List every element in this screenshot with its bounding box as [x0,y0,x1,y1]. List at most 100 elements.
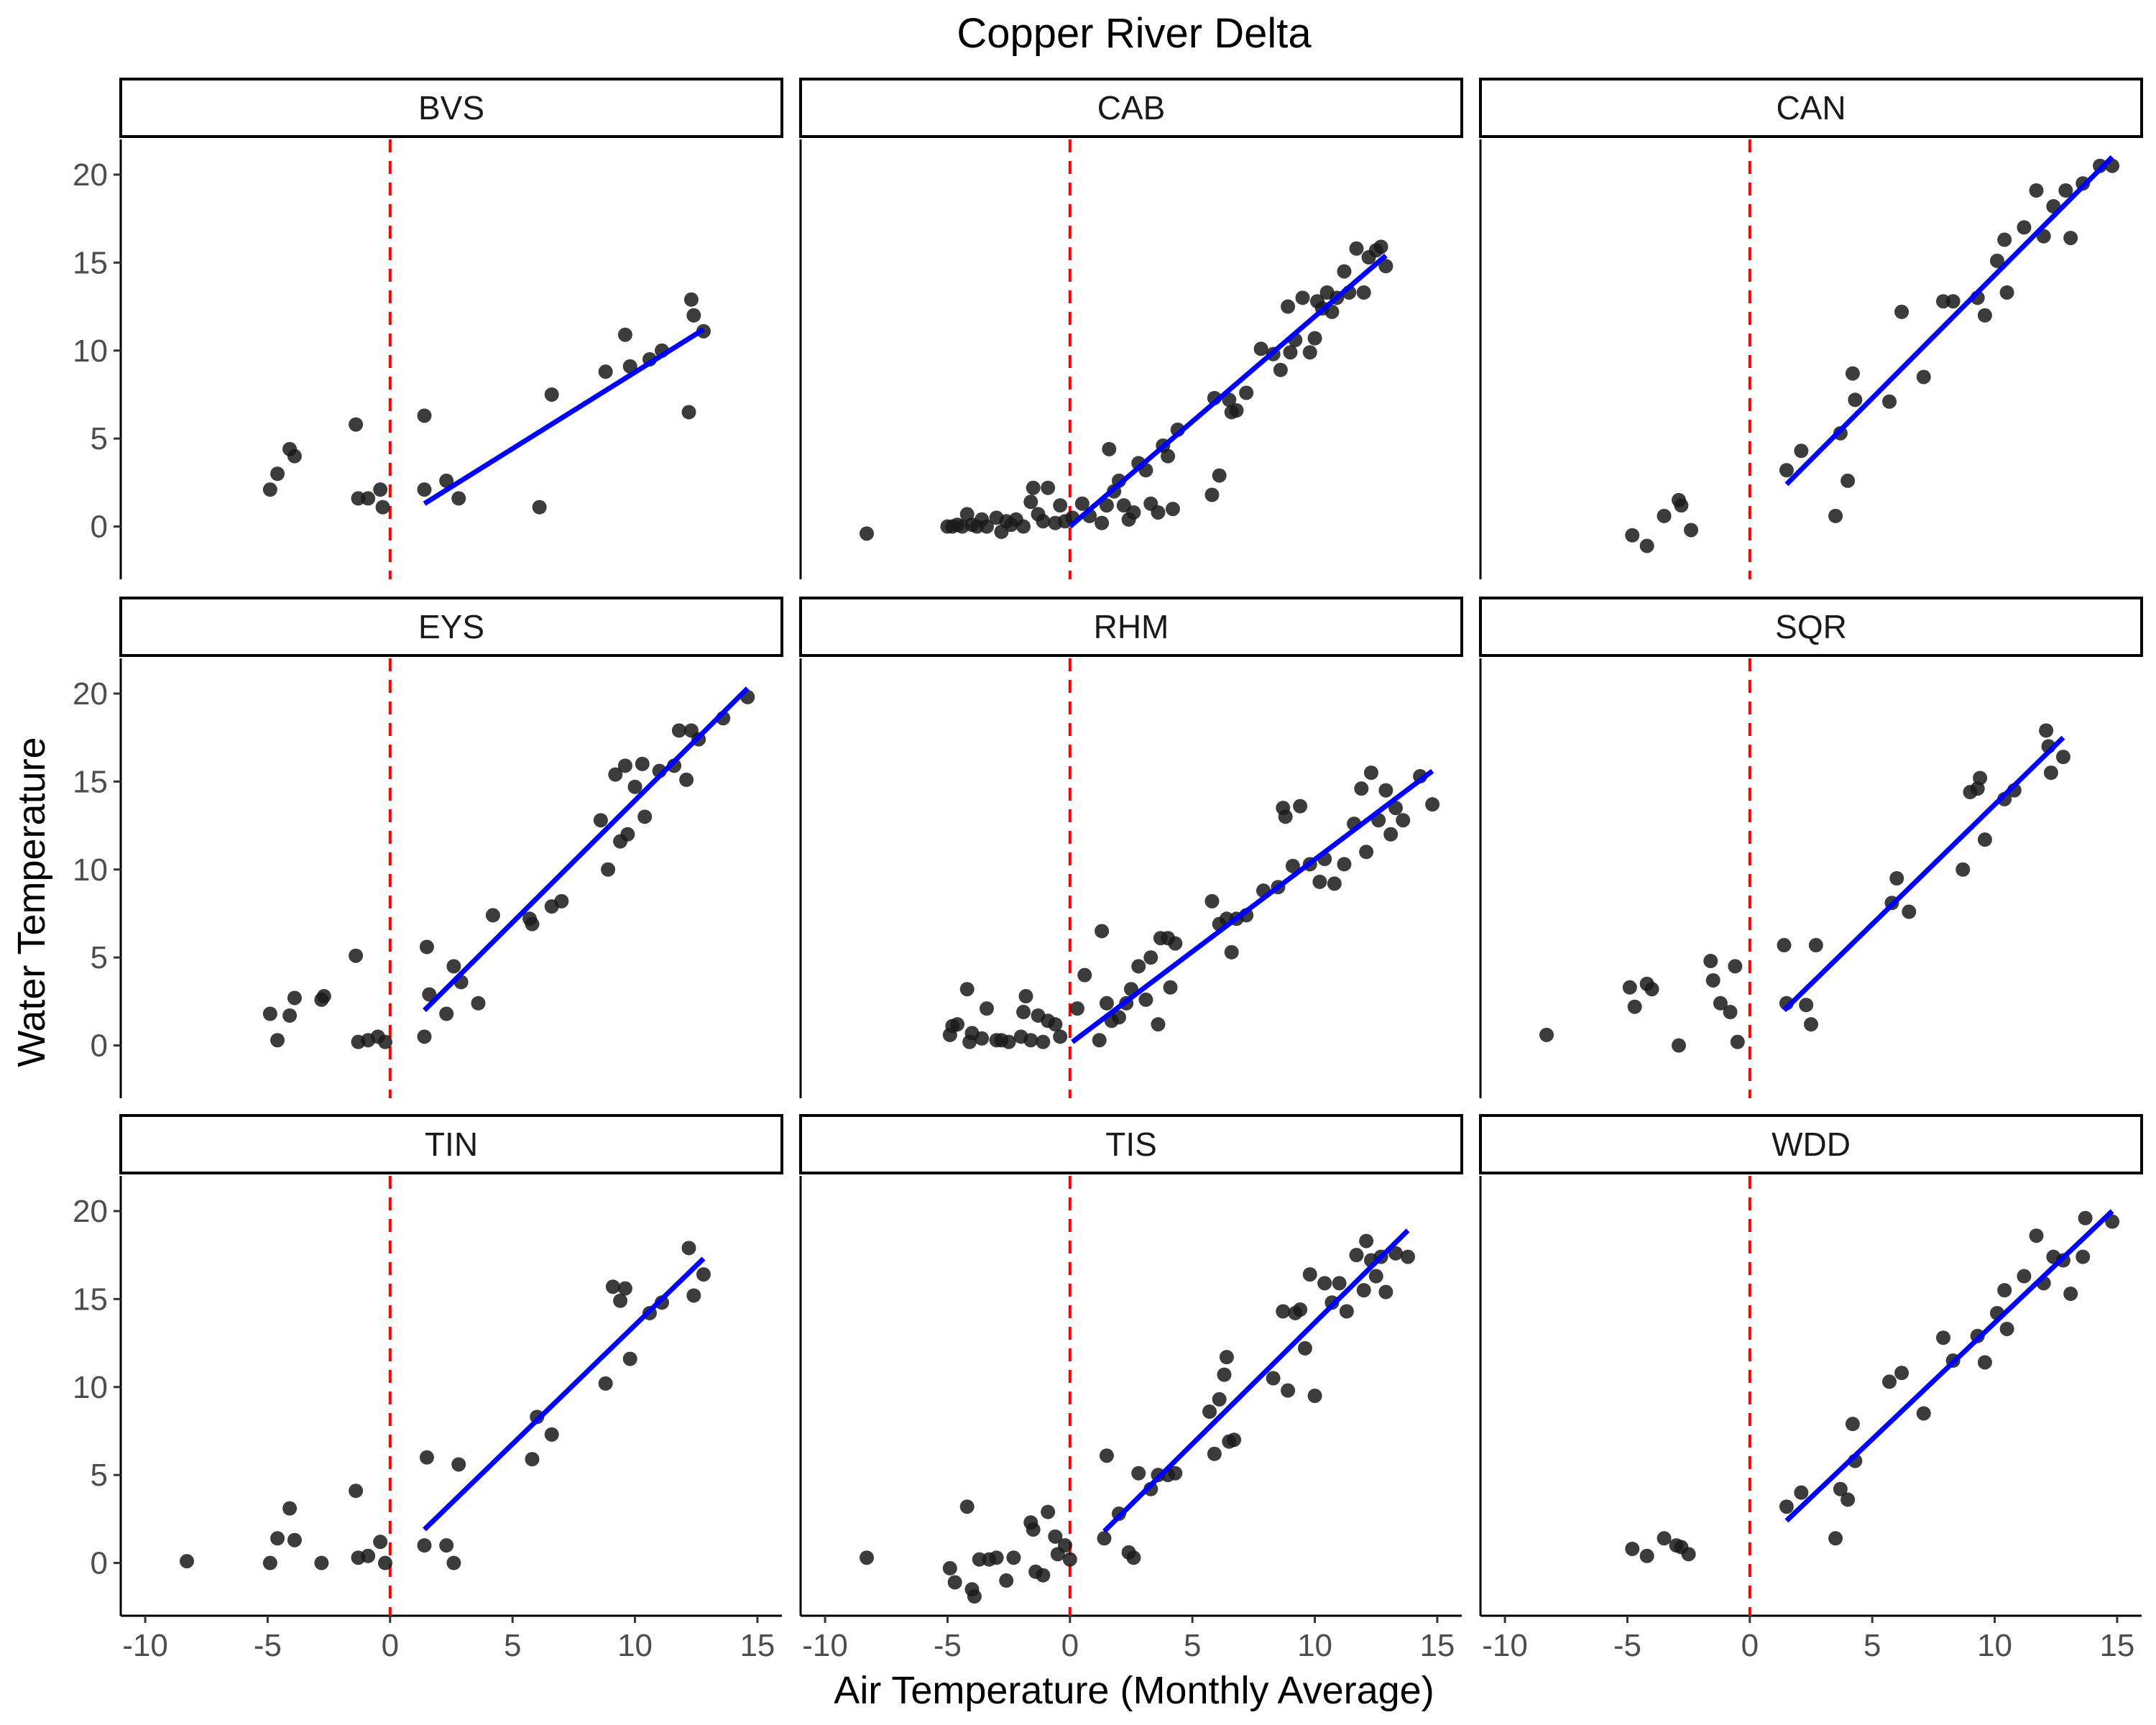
data-point [1239,385,1254,400]
data-point [681,1241,696,1256]
data-point [1312,874,1327,889]
facet-strip-label: EYS [418,608,484,645]
data-point [1794,1485,1809,1500]
data-point [1278,809,1293,824]
x-tick-label: 0 [1061,1628,1079,1663]
x-tick-label: 10 [617,1628,653,1663]
data-point [617,1281,632,1296]
data-point [959,982,975,997]
x-tick-label: 5 [504,1628,521,1663]
data-point [1168,936,1183,951]
data-point [1977,1355,1992,1370]
facet-strip-label: BVS [418,89,484,126]
data-point [1026,480,1041,495]
data-point [1219,1350,1234,1365]
data-point [1997,1283,2012,1298]
data-point [1354,781,1369,796]
data-point [2076,1249,2091,1264]
data-point [1095,924,1110,939]
data-point [1841,1492,1856,1507]
data-point [1539,1027,1554,1042]
x-tick-label: 10 [1977,1628,2012,1663]
regression-line [1102,1228,1410,1533]
data-point [950,1017,965,1032]
data-point [1977,832,1992,847]
data-point [696,1267,711,1282]
data-point [1916,369,1931,385]
data-point [1989,253,2004,268]
data-point [2078,1210,2093,1225]
data-point [1799,998,1814,1013]
data-point [1111,1010,1126,1025]
data-point [1058,1538,1072,1553]
data-point [1625,528,1640,543]
data-point [532,500,547,515]
data-point [989,1550,1004,1565]
data-point [1848,392,1863,408]
data-point [860,1550,874,1565]
y-tick-label: 0 [91,1546,108,1581]
data-point [671,723,686,738]
data-point [1977,308,1992,323]
data-point [2105,1214,2120,1229]
data-point [1016,519,1031,534]
data-point [2063,231,2078,246]
data-point [1126,1550,1141,1565]
regression-line [1784,1209,2114,1523]
data-point [1317,1276,1332,1291]
data-point [686,1288,701,1303]
data-point [975,1031,990,1046]
y-tick-label: 10 [73,334,108,369]
data-point [947,1575,962,1590]
data-point [1425,797,1440,812]
data-point [349,417,364,432]
x-tick-label: 15 [2099,1628,2134,1663]
data-point [349,1484,364,1499]
data-point [361,491,376,506]
data-point [1276,1304,1291,1319]
data-point [605,1279,620,1294]
data-point [485,908,500,923]
data-point [1777,938,1792,953]
data-point [1337,264,1352,279]
y-tick-label: 5 [91,421,108,456]
data-point [1143,950,1158,965]
y-tick-label: 20 [73,676,108,712]
data-point [1356,285,1371,300]
data-point [1074,496,1089,511]
data-point [1845,1417,1860,1432]
data-point [417,1538,432,1553]
data-point [1131,1466,1146,1481]
data-point [1026,1522,1041,1537]
data-point [378,1034,392,1049]
data-point [439,473,454,488]
facet-panel-can: CAN [1479,78,2143,579]
data-point [1657,1531,1672,1546]
data-point [1077,967,1092,983]
data-point [1307,331,1322,346]
y-tick-label: 10 [73,1370,108,1405]
data-point [1378,259,1393,274]
x-tick-label: -10 [122,1628,168,1663]
regression-line [1071,768,1434,1044]
facet-strip [119,78,783,138]
data-point [1285,858,1300,873]
data-point [361,1548,376,1563]
data-point [1302,345,1317,360]
data-point [1092,1033,1107,1048]
data-point [1006,1550,1021,1565]
data-point [1048,1017,1063,1032]
data-point [1644,982,1659,997]
data-point [287,448,302,464]
data-point [1224,944,1239,960]
data-point [270,466,285,482]
data-point [417,1029,432,1044]
data-point [1936,1330,1950,1346]
data-point [622,359,637,374]
data-point [1053,498,1068,513]
x-tick-label: -10 [1482,1628,1528,1663]
data-point [262,1555,277,1570]
data-point [1804,1017,1818,1032]
y-tick-label: 10 [73,852,108,888]
x-tick-label: -5 [1613,1628,1641,1663]
